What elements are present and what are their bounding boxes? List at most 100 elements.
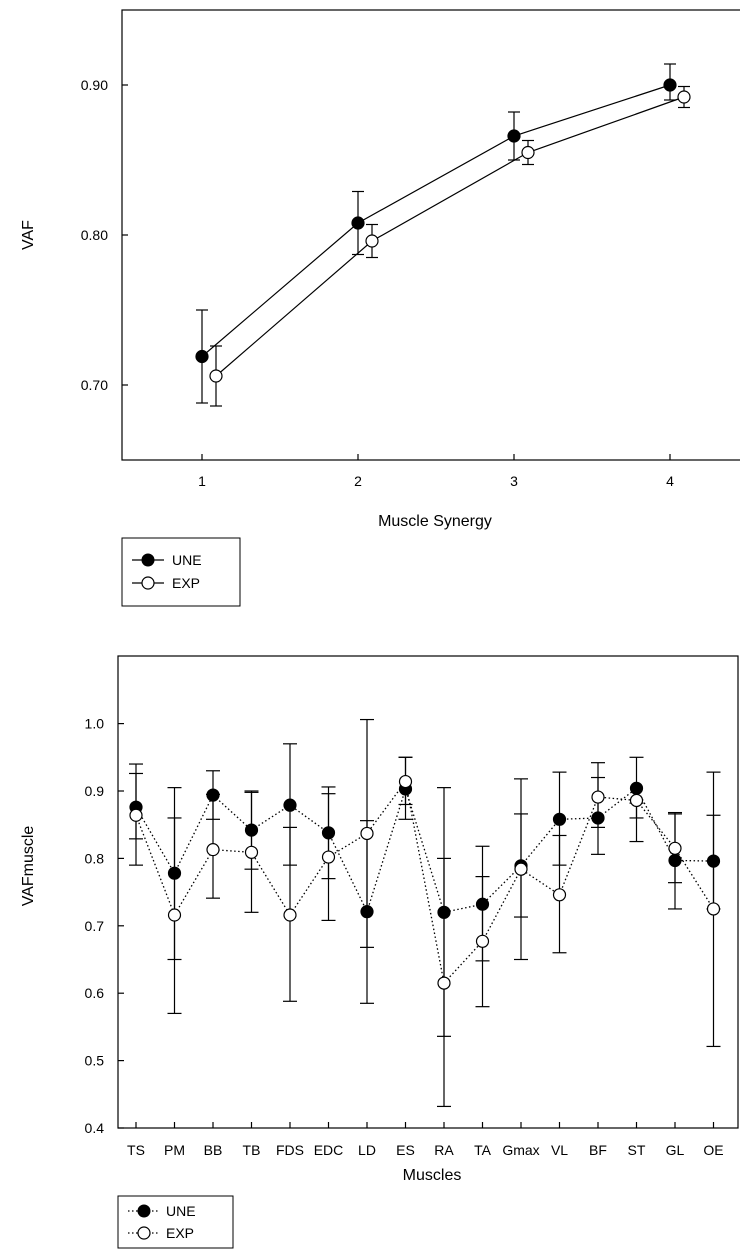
synergy-y-axis-label: VAF bbox=[20, 220, 37, 250]
muscle-y-tick-label: 0.7 bbox=[85, 918, 105, 934]
muscle-exp-point bbox=[244, 845, 259, 859]
synergy-exp-point bbox=[209, 369, 223, 383]
muscle-une-point bbox=[629, 781, 644, 795]
muscle-legend-une-label: UNE bbox=[166, 1203, 196, 1219]
muscle-x-tick-label: PM bbox=[164, 1142, 185, 1158]
muscle-exp-point bbox=[283, 908, 297, 922]
synergy-y-tick-label: 0.90 bbox=[81, 77, 108, 93]
muscle-une-point bbox=[668, 853, 682, 868]
muscle-legend-exp-label: EXP bbox=[166, 1225, 194, 1241]
muscle-exp-point bbox=[206, 843, 220, 857]
muscle-une-point bbox=[283, 798, 297, 812]
synergy-error-bars bbox=[196, 63, 690, 407]
muscle-x-tick-label: RA bbox=[434, 1142, 454, 1158]
synergy-x-tick-label: 4 bbox=[666, 473, 674, 489]
muscle-x-tick-label: EDC bbox=[314, 1142, 344, 1158]
muscle-y-axis-label: VAFmuscle bbox=[20, 826, 37, 907]
muscle-x-tick-label: FDS bbox=[276, 1142, 304, 1158]
muscle-une-point bbox=[552, 812, 567, 826]
synergy-legend-box bbox=[121, 537, 241, 607]
muscle-x-tick-label: BF bbox=[589, 1142, 607, 1158]
muscle-y-tick-label: 1.0 bbox=[85, 716, 105, 732]
muscle-y-ticks: 0.4 0.5 0.6 0.7 0.8 0.9 1.0 bbox=[85, 716, 124, 1136]
synergy-series-lines bbox=[201, 84, 685, 377]
synergy-une-point bbox=[195, 349, 209, 364]
synergy-x-tick-label: 1 bbox=[198, 473, 206, 489]
muscle-error-bars bbox=[129, 718, 721, 1108]
muscle-x-ticks: TS PM BB TB FDS EDC LD ES RA TA Gmax VL BF ST GL OE bbox=[127, 1122, 724, 1158]
synergy-une-point bbox=[663, 78, 677, 92]
muscle-x-tick-label: GL bbox=[666, 1142, 685, 1158]
muscle-x-tick-label: BB bbox=[204, 1142, 223, 1158]
muscle-legend-box bbox=[117, 1195, 234, 1249]
synergy-y-tick-label: 0.70 bbox=[81, 377, 108, 393]
synergy-exp-point bbox=[365, 234, 379, 248]
synergy-une-point bbox=[351, 216, 365, 230]
muscle-chart: 0.4 0.5 0.6 0.7 0.8 0.9 1.0 TS PM BB TB FDS EDC LD ES… bbox=[20, 655, 739, 1249]
muscle-exp-point bbox=[629, 793, 644, 808]
muscle-y-tick-label: 0.5 bbox=[85, 1053, 105, 1069]
muscle-x-axis-label: Muscles bbox=[403, 1167, 462, 1184]
synergy-legend-une-label: UNE bbox=[172, 552, 202, 568]
synergy-x-axis-label: Muscle Synergy bbox=[378, 513, 492, 530]
muscle-x-tick-label: VL bbox=[551, 1142, 568, 1158]
muscle-une-point bbox=[321, 826, 336, 840]
muscle-x-tick-label: ES bbox=[396, 1142, 415, 1158]
muscle-exp-point bbox=[668, 841, 682, 855]
muscle-legend: UNE EXP bbox=[117, 1195, 234, 1249]
synergy-chart: 0.70 0.80 0.90 1 2 3 4 Muscle Synergy VAF UNE… bbox=[20, 9, 740, 607]
muscle-exp-point bbox=[321, 850, 336, 864]
muscle-legend-exp-marker bbox=[137, 1226, 151, 1240]
muscle-exp-point bbox=[398, 774, 413, 789]
muscle-exp-point bbox=[475, 934, 490, 948]
muscle-series-lines bbox=[135, 779, 715, 985]
synergy-x-tick-label: 2 bbox=[354, 473, 362, 489]
muscle-x-tick-label: OE bbox=[703, 1142, 723, 1158]
muscle-y-tick-label: 0.6 bbox=[85, 985, 105, 1001]
synergy-x-tick-label: 3 bbox=[510, 473, 518, 489]
muscle-x-tick-label: TS bbox=[127, 1142, 145, 1158]
synergy-legend: UNE EXP bbox=[121, 537, 241, 607]
muscle-une-point bbox=[706, 854, 721, 868]
muscle-y-tick-label: 0.4 bbox=[85, 1120, 105, 1136]
muscle-legend-une-marker bbox=[137, 1204, 151, 1218]
synergy-exp-point bbox=[677, 90, 691, 104]
muscle-une-point bbox=[206, 788, 220, 802]
muscle-exp-point bbox=[129, 808, 143, 822]
muscle-exp-point bbox=[437, 976, 451, 990]
muscle-points bbox=[129, 774, 721, 990]
muscle-exp-point bbox=[706, 902, 721, 916]
muscle-une-point bbox=[360, 905, 374, 919]
synergy-exp-line bbox=[215, 96, 685, 377]
synergy-une-point bbox=[507, 129, 521, 143]
muscle-x-tick-label: TA bbox=[474, 1142, 492, 1158]
synergy-legend-une-marker bbox=[141, 553, 155, 567]
synergy-y-ticks: 0.70 0.80 0.90 bbox=[81, 77, 128, 393]
synergy-plot-frame bbox=[121, 9, 740, 461]
muscle-une-point bbox=[475, 897, 490, 911]
muscle-exp-line bbox=[135, 779, 715, 985]
muscle-exp-point bbox=[591, 790, 605, 804]
muscle-exp-point bbox=[514, 862, 528, 876]
muscle-x-tick-label: LD bbox=[358, 1142, 376, 1158]
synergy-points bbox=[195, 78, 691, 383]
muscle-y-tick-label: 0.9 bbox=[85, 783, 105, 799]
muscle-une-point bbox=[591, 811, 605, 825]
muscle-y-tick-label: 0.8 bbox=[85, 850, 105, 866]
muscle-exp-point bbox=[167, 908, 182, 922]
muscle-exp-point bbox=[552, 888, 567, 902]
muscle-une-point bbox=[437, 905, 451, 919]
muscle-x-tick-label: ST bbox=[628, 1142, 646, 1158]
synergy-y-tick-label: 0.80 bbox=[81, 227, 108, 243]
synergy-exp-point bbox=[521, 145, 535, 160]
muscle-x-tick-label: Gmax bbox=[502, 1142, 539, 1158]
synergy-legend-exp-marker bbox=[141, 576, 155, 590]
muscle-exp-point bbox=[360, 826, 374, 841]
muscle-une-point bbox=[167, 866, 182, 880]
synergy-une-line bbox=[201, 84, 671, 357]
synergy-x-ticks: 1 2 3 4 bbox=[198, 454, 674, 489]
muscle-une-point bbox=[244, 823, 259, 837]
muscle-x-tick-label: TB bbox=[243, 1142, 261, 1158]
synergy-legend-exp-label: EXP bbox=[172, 575, 200, 591]
